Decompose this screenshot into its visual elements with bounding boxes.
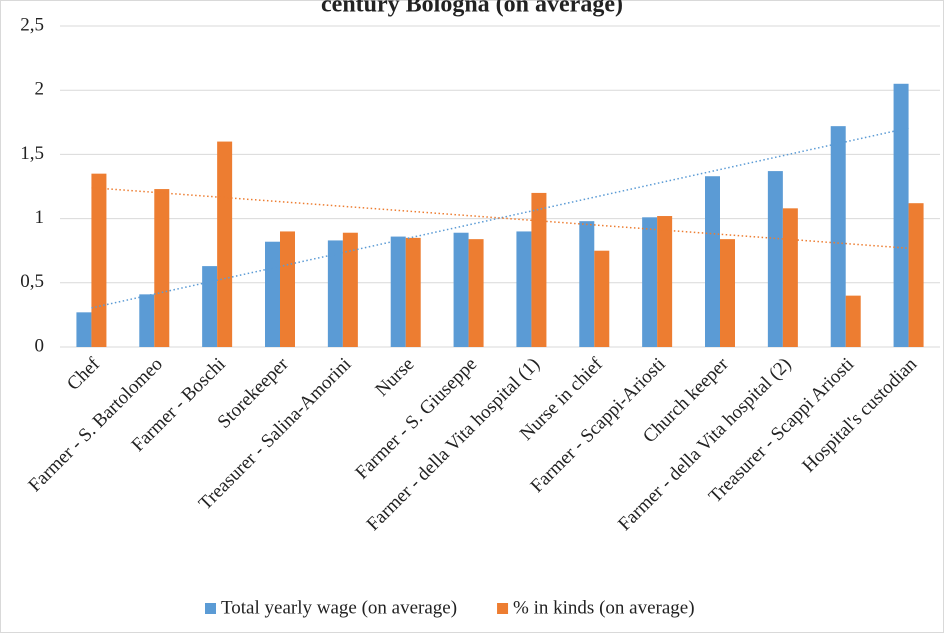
y-tick-label: 1 (35, 207, 45, 228)
bar (91, 173, 107, 347)
trendline (91, 186, 909, 249)
bar (767, 171, 783, 347)
y-tick-label: 2,5 (20, 14, 44, 35)
bar (579, 221, 595, 347)
legend-label: Total yearly wage (on average) (221, 597, 457, 618)
y-tick-label: 0 (35, 335, 45, 356)
bar (594, 250, 610, 347)
bar (76, 312, 92, 347)
bar (265, 241, 280, 347)
bar (516, 231, 532, 347)
bar (782, 208, 798, 347)
bar (531, 192, 547, 347)
bar (390, 236, 406, 347)
bar (280, 231, 295, 347)
bar (453, 232, 469, 347)
y-tick-label: 1,5 (20, 143, 44, 164)
bar (830, 126, 846, 347)
bar (139, 294, 155, 347)
bar (642, 217, 658, 347)
chart-title: century Bologna (on average) (321, 0, 623, 18)
legend-swatch (497, 603, 509, 614)
bar (202, 266, 218, 347)
bar (893, 83, 909, 347)
bar (908, 203, 924, 347)
bar (217, 141, 233, 347)
y-tick-label: 0,5 (20, 271, 44, 292)
bar (720, 239, 735, 347)
trendline (91, 127, 909, 309)
bar (154, 189, 170, 347)
bar (327, 240, 343, 347)
bar (657, 216, 673, 347)
legend-swatch (205, 603, 216, 614)
bar (845, 295, 861, 347)
legend-label: % in kinds (on average) (513, 597, 695, 618)
bar (705, 176, 720, 347)
bar (468, 239, 484, 347)
bar (405, 237, 421, 347)
bar (342, 232, 358, 347)
y-tick-label: 2 (35, 79, 45, 100)
